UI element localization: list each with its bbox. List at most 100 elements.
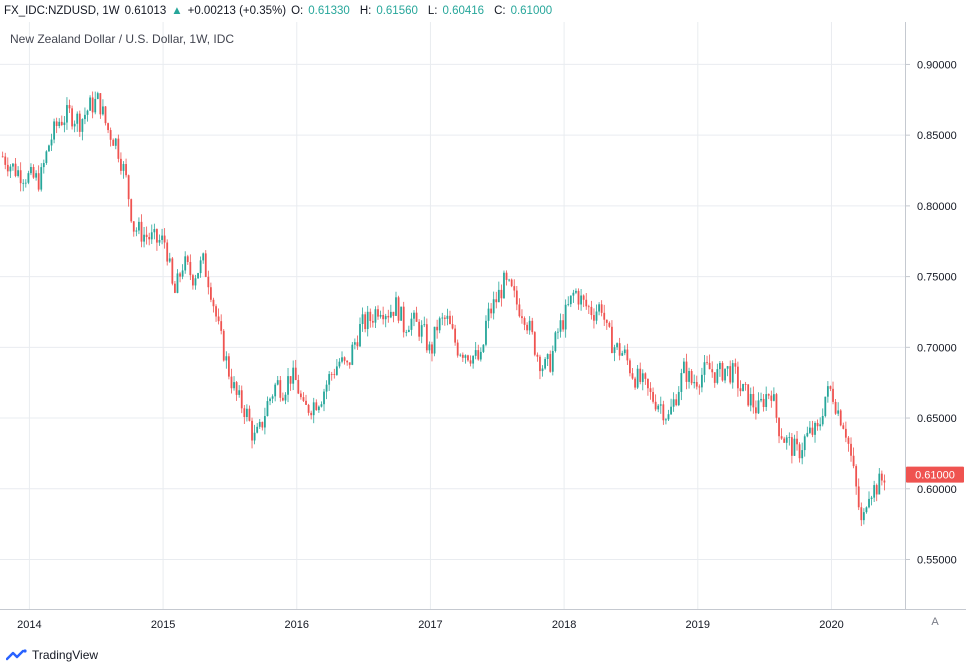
candle (415, 306, 418, 322)
brand-footer[interactable]: TradingView (6, 646, 98, 664)
candle-body (261, 421, 264, 428)
candle-body (724, 368, 726, 381)
candle-body (690, 371, 693, 384)
candle (158, 234, 161, 246)
candle-body (335, 366, 338, 375)
candle-body (71, 108, 73, 127)
candle-body (528, 320, 531, 331)
candle (572, 289, 575, 303)
candle (719, 360, 721, 377)
candle-body (361, 314, 364, 325)
candle (880, 470, 883, 486)
candle (96, 91, 99, 100)
candle-body (446, 315, 449, 319)
candle (796, 430, 798, 451)
candle (341, 351, 343, 364)
price-tick-label: 0.75000 (917, 272, 957, 284)
candle-body (84, 114, 86, 120)
candle-body (862, 512, 865, 521)
candle (778, 417, 780, 444)
candle-body (477, 350, 480, 360)
candle-body (513, 286, 516, 291)
candle-body (138, 221, 140, 231)
candle-body (829, 386, 832, 389)
candle-body (269, 398, 271, 402)
candle-body (546, 354, 549, 359)
candle (410, 312, 413, 336)
candle-body (474, 350, 477, 356)
candle-body (179, 273, 181, 277)
price-axis[interactable]: 0.90000 0.85000 0.80000 0.75000 0.70000 0.650… (905, 59, 957, 566)
candle (251, 417, 253, 449)
candle (862, 508, 865, 525)
candle-body (613, 347, 616, 354)
candle-body (443, 317, 446, 319)
time-tick-label: 2016 (285, 619, 309, 631)
candle (400, 306, 403, 321)
candle (526, 322, 529, 335)
candle (55, 117, 58, 134)
candle (17, 166, 19, 178)
candle (551, 345, 554, 376)
time-axis[interactable]: 2014 2015 2016 2017 2018 2019 2020 (17, 619, 844, 631)
candle (12, 163, 14, 171)
candle-body (567, 304, 570, 305)
symbol-name[interactable]: FX_IDC:NZDUSD, 1W (4, 5, 120, 17)
candle-body (554, 332, 557, 351)
candle (557, 328, 559, 340)
candle (140, 214, 143, 248)
candle (765, 386, 768, 411)
candle (125, 158, 127, 178)
candle-body (395, 297, 397, 316)
candle-body (595, 311, 598, 321)
candle (513, 279, 516, 298)
candle (873, 480, 876, 502)
auto-scale-button[interactable]: A (931, 616, 939, 628)
candle (356, 335, 359, 350)
candle-body (780, 436, 783, 439)
candle (654, 394, 657, 412)
candle-body (665, 419, 667, 421)
candle-body (359, 324, 361, 347)
candle-body (698, 386, 701, 388)
ohlc-high: H: 0.61560 (360, 5, 423, 17)
candle-body (161, 235, 163, 240)
candle (35, 170, 37, 181)
candle (631, 367, 634, 380)
candle (495, 291, 498, 309)
candle (307, 403, 310, 416)
candle-body (708, 362, 711, 370)
candle-body (842, 425, 845, 429)
candle (713, 372, 716, 388)
candle (284, 392, 287, 405)
candle-body (389, 311, 392, 318)
candle-body (140, 221, 143, 242)
candle (130, 198, 133, 223)
candle-body (605, 319, 608, 323)
last-price-value: 0.61013 (124, 5, 167, 17)
candle (436, 319, 439, 339)
candle-body (469, 360, 472, 364)
candle (328, 371, 331, 391)
candle-body (582, 295, 585, 300)
candle-body (839, 410, 842, 426)
candle-body (150, 232, 153, 240)
candle (166, 239, 169, 266)
candle (724, 368, 726, 384)
candle-body (60, 121, 63, 125)
candle (135, 227, 138, 237)
candle-body (37, 173, 40, 190)
candle-body (883, 480, 886, 483)
candle (883, 474, 886, 491)
candle (623, 345, 626, 356)
candle (546, 353, 549, 366)
candle-body (693, 382, 696, 384)
candle (407, 325, 410, 333)
candle-body (559, 320, 562, 332)
candle (84, 107, 86, 125)
candle (387, 309, 390, 323)
candle-body (770, 395, 773, 401)
candle (63, 116, 66, 133)
candle-body (814, 422, 816, 435)
